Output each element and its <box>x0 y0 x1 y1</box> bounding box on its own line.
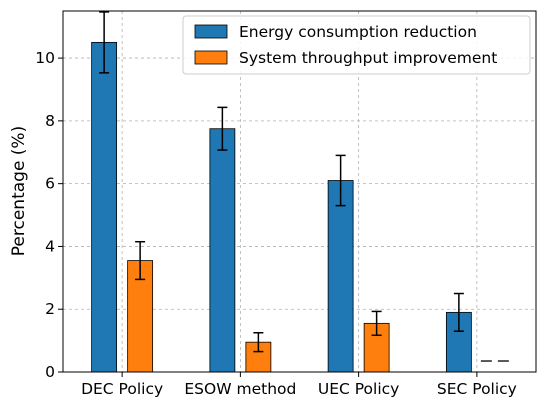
x-tick-label: SEC Policy <box>437 380 517 398</box>
y-tick-label: 0 <box>45 363 55 381</box>
y-tick-label: 6 <box>45 175 55 193</box>
x-tick-label: UEC Policy <box>318 380 399 398</box>
x-tick-label: ESOW method <box>184 380 296 398</box>
y-tick-label: 8 <box>45 112 55 130</box>
bars <box>91 41 472 373</box>
y-tick-label: 4 <box>45 237 55 255</box>
bar <box>327 180 354 373</box>
bar <box>91 41 118 373</box>
x-axis: DEC Policy ESOW method UEC Policy SEC Polic… <box>81 372 517 398</box>
y-tick-label: 10 <box>35 49 55 67</box>
legend-swatch-throughput <box>194 50 228 65</box>
legend-swatch-energy <box>194 24 228 39</box>
plot-frame <box>62 10 537 373</box>
x-tick-label: DEC Policy <box>81 380 163 398</box>
y-axis-label: Percentage (%) <box>9 126 29 256</box>
legend-box <box>182 15 531 75</box>
legend-label-throughput: System throughput improvement <box>239 49 497 67</box>
bar <box>209 128 236 373</box>
error-bars <box>99 11 464 353</box>
y-tick-label: 2 <box>45 300 55 318</box>
y-axis: 0 2 4 6 8 10 <box>35 49 63 381</box>
legend-label-energy: Energy consumption reduction <box>239 23 477 41</box>
legend: Energy consumption reduction System thro… <box>182 15 531 75</box>
